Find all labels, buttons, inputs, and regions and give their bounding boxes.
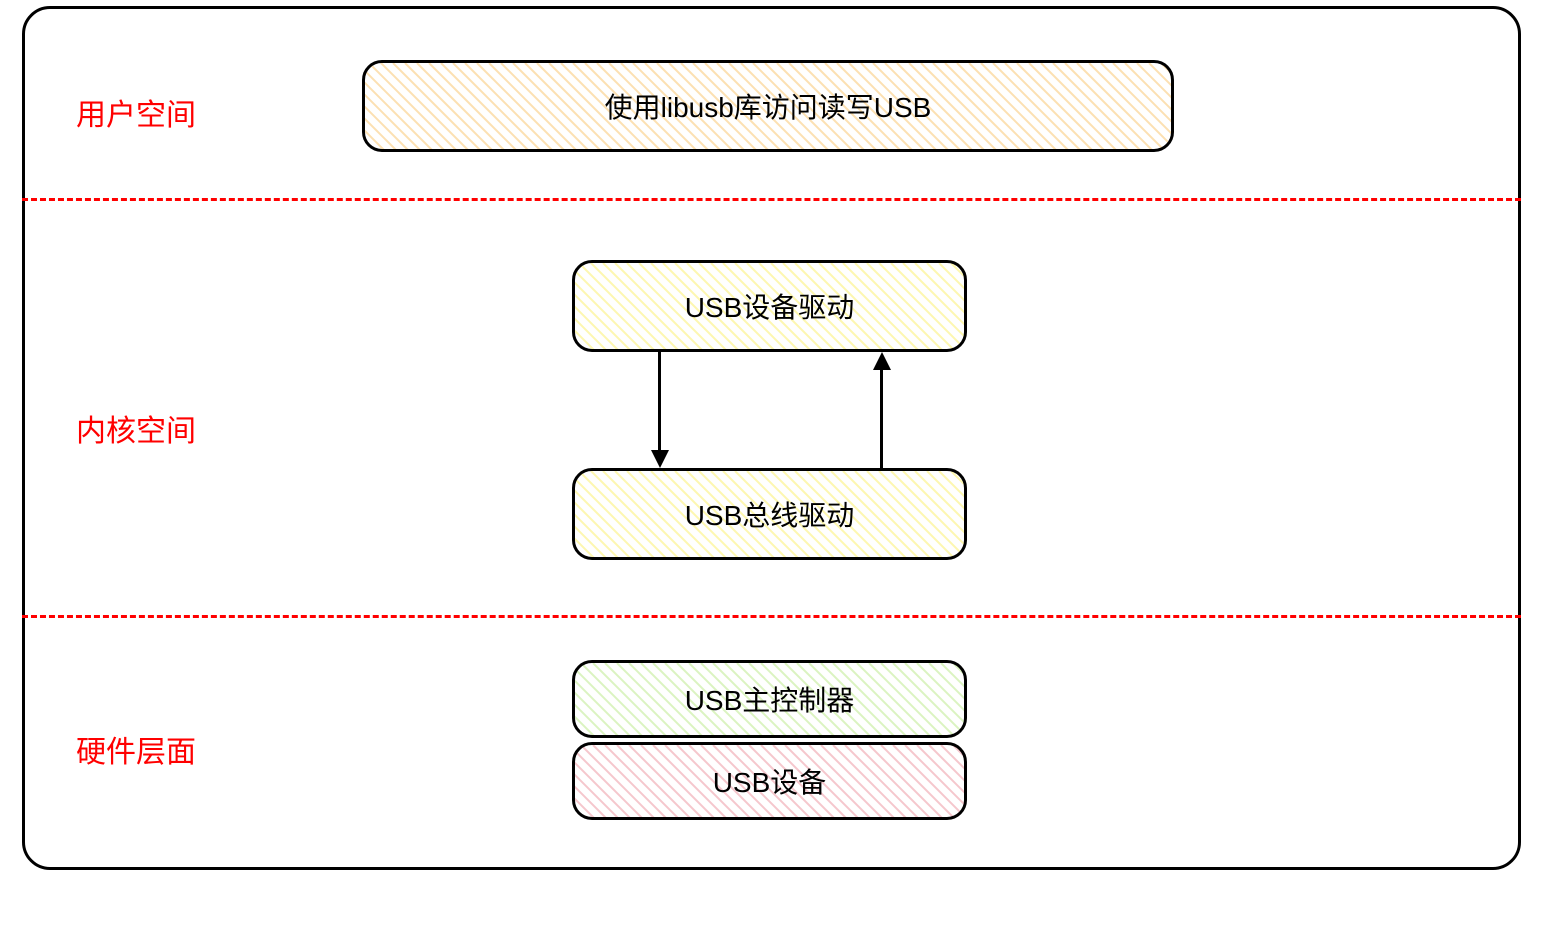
box-usb-host-controller-label: USB主控制器 xyxy=(685,679,855,719)
box-libusb: 使用libusb库访问读写USB xyxy=(362,60,1174,152)
box-usb-device-driver-label: USB设备驱动 xyxy=(685,286,855,326)
divider-user-kernel xyxy=(22,198,1521,201)
box-usb-host-controller: USB主控制器 xyxy=(572,660,967,738)
label-kernel-space: 内核空间 xyxy=(76,406,196,450)
label-hardware: 硬件层面 xyxy=(76,727,196,771)
box-usb-device: USB设备 xyxy=(572,742,967,820)
box-usb-bus-driver-label: USB总线驱动 xyxy=(685,494,855,534)
arrow-up-head-icon xyxy=(873,352,891,370)
arrow-down-line xyxy=(658,352,661,452)
box-libusb-label: 使用libusb库访问读写USB xyxy=(605,86,932,126)
arrow-down-head-icon xyxy=(651,450,669,468)
box-usb-bus-driver: USB总线驱动 xyxy=(572,468,967,560)
divider-kernel-hardware xyxy=(22,615,1521,618)
box-usb-device-label: USB设备 xyxy=(713,761,827,801)
arrow-up-line xyxy=(880,368,883,468)
box-usb-device-driver: USB设备驱动 xyxy=(572,260,967,352)
label-user-space: 用户空间 xyxy=(76,90,196,134)
